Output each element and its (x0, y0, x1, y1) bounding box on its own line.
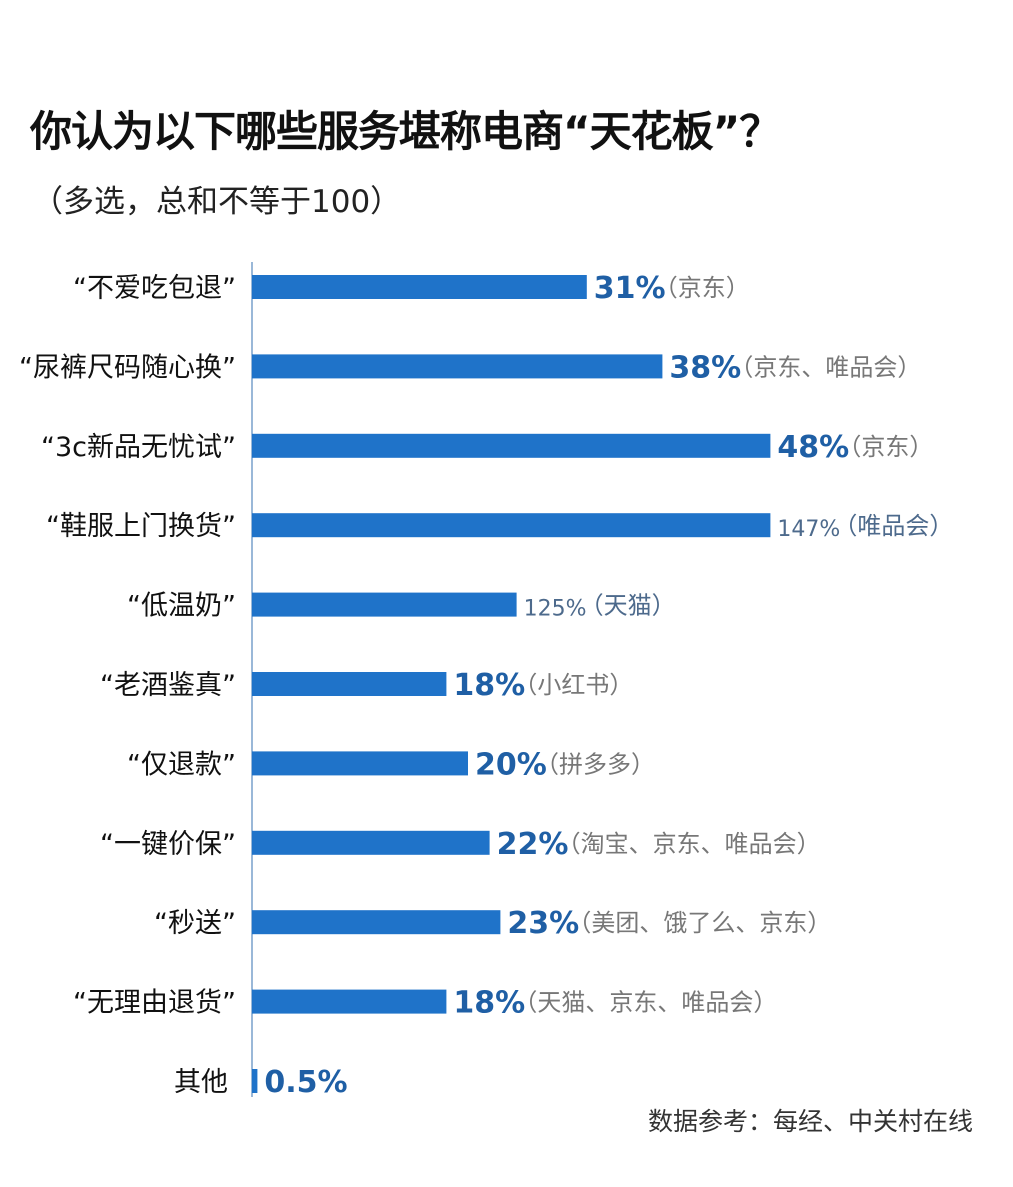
value-label: 31% (594, 271, 666, 306)
platform-note: （京东、唯品会） (729, 353, 921, 381)
platform-note: （拼多多） (535, 750, 655, 778)
category-label: 其他 (174, 1067, 228, 1098)
category-label: “无理由退货” (73, 988, 236, 1019)
bar (252, 592, 517, 617)
platform-note: （京东） (654, 274, 750, 302)
category-label: “一键价保” (100, 829, 236, 860)
platform-note: （小红书） (513, 671, 633, 699)
bar (252, 354, 663, 379)
value-label: 18% (453, 668, 525, 703)
bar (252, 672, 447, 696)
value-label: 20% (475, 747, 547, 782)
category-label: “秒送” (154, 908, 236, 939)
platform-note: （天猫、京东、唯品会） (513, 989, 777, 1017)
platform-note: （美团、饿了么、京东） (567, 909, 831, 937)
category-label: “鞋服上门换货” (46, 511, 236, 542)
value-label: 0.5% (264, 1065, 347, 1100)
category-label: “仅退款” (127, 749, 236, 780)
bars-layer: “不爱吃包退” 31%（京东）“尿裤尺码随心换” 38%（京东、唯品会）“3c新品无… (19, 262, 953, 1100)
value-label: 125% (524, 597, 587, 622)
bar (252, 751, 468, 776)
bar (252, 275, 587, 299)
category-label: “3c新品无忧试” (41, 432, 236, 463)
value-label: 48% (777, 430, 849, 465)
bar (252, 910, 501, 935)
chart-subtitle: （多选，总和不等于100） (32, 184, 402, 220)
category-label: “老酒鉴真” (100, 670, 236, 701)
bar (252, 513, 771, 538)
bar (252, 1069, 258, 1093)
value-label: 18% (453, 986, 525, 1021)
platform-note: （天猫） (580, 592, 676, 620)
platform-note: （唯品会） (833, 512, 953, 540)
value-label: 23% (507, 906, 579, 941)
value-label: 147% (777, 517, 840, 542)
category-label: “尿裤尺码随心换” (19, 352, 236, 383)
bar (252, 433, 771, 458)
category-label: “低温奶” (127, 591, 236, 622)
platform-note: （淘宝、京东、唯品会） (557, 830, 821, 858)
category-label: “不爱吃包退” (73, 273, 236, 304)
platform-note: （京东） (837, 433, 933, 461)
data-source-note: 数据参考：每经、中关村在线 (647, 1107, 973, 1136)
value-label: 38% (669, 350, 741, 385)
value-label: 22% (497, 827, 569, 862)
bar (252, 830, 490, 855)
bar (252, 989, 447, 1014)
chart-title: 你认为以下哪些服务堪称电商“天花板”？ (30, 107, 781, 156)
